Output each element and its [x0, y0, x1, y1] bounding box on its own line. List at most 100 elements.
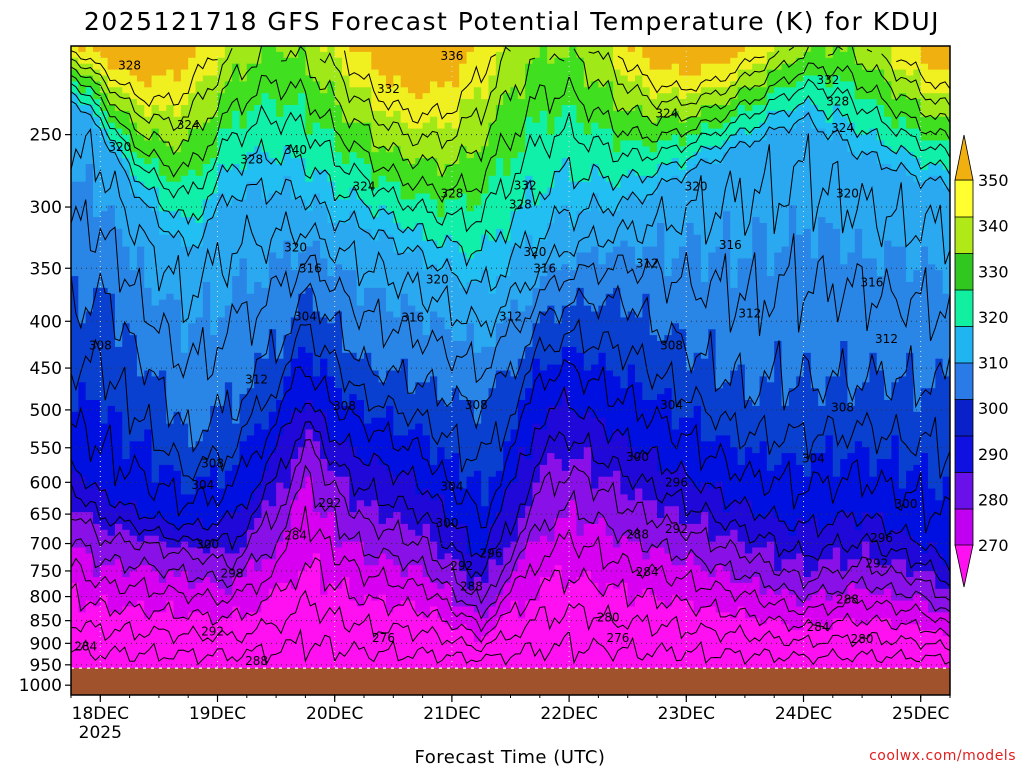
- color-cell: [752, 518, 761, 549]
- color-cell: [525, 234, 534, 307]
- color-cell: [605, 181, 614, 212]
- color-cell: [766, 128, 775, 277]
- color-cell: [766, 69, 775, 94]
- color-cell: [715, 164, 724, 248]
- color-cell: [437, 217, 446, 248]
- contour-label: 308: [660, 338, 683, 352]
- color-cell: [122, 506, 131, 531]
- color-cell: [232, 46, 241, 65]
- color-cell: [854, 559, 863, 590]
- color-cell: [385, 470, 394, 519]
- color-cell: [224, 512, 233, 554]
- color-cell: [818, 128, 827, 218]
- color-cell: [620, 46, 629, 77]
- color-cell: [554, 46, 563, 59]
- color-cell: [627, 246, 636, 313]
- color-cell: [312, 169, 321, 195]
- color-cell: [796, 57, 805, 82]
- color-cell: [217, 57, 226, 94]
- color-cell: [283, 57, 292, 106]
- color-cell: [832, 228, 841, 377]
- color-cell: [854, 134, 863, 159]
- color-cell: [810, 75, 819, 106]
- contour-line-274: [71, 589, 950, 653]
- color-cell: [671, 134, 680, 159]
- color-cell: [342, 441, 350, 478]
- color-cell: [583, 305, 592, 372]
- color-cell: [451, 199, 460, 242]
- color-cell: [561, 105, 570, 159]
- color-cell: [583, 181, 592, 212]
- color-cell: [869, 152, 878, 259]
- color-cell: [664, 140, 673, 165]
- color-cell: [517, 311, 526, 360]
- color-cell: [188, 246, 197, 324]
- color-cell: [744, 110, 753, 136]
- color-cell: [810, 571, 819, 596]
- color-cell: [466, 400, 475, 478]
- color-cell: [722, 435, 731, 513]
- color-cell: [920, 453, 929, 554]
- color-cell: [715, 535, 724, 566]
- color-cell: [898, 600, 907, 625]
- color-cell: [92, 69, 101, 82]
- color-cell: [759, 518, 768, 549]
- color-cell: [78, 110, 87, 183]
- color-cell: [832, 46, 841, 77]
- color-cell: [459, 606, 468, 625]
- color-cell: [180, 352, 189, 425]
- color-cell: [122, 69, 131, 94]
- colorbar-label: 290: [978, 445, 1009, 464]
- colorbar-label: 350: [978, 171, 1009, 190]
- color-cell: [407, 252, 416, 307]
- color-cell: [752, 618, 761, 695]
- color-cell: [188, 547, 197, 590]
- color-cell: [928, 264, 936, 389]
- color-cell: [349, 51, 358, 88]
- color-cell: [642, 57, 651, 88]
- color-cell: [854, 158, 863, 230]
- color-cell: [136, 158, 145, 183]
- color-cell: [78, 476, 87, 513]
- color-cell: [598, 305, 607, 354]
- color-cell: [627, 81, 636, 112]
- color-cell: [195, 518, 204, 549]
- color-cell: [246, 63, 255, 112]
- color-cell: [525, 305, 534, 348]
- color-cell: [312, 46, 321, 82]
- color-cell: [517, 246, 526, 313]
- color-cell: [642, 116, 651, 147]
- colorbar-segment: [954, 252, 974, 291]
- color-cell: [869, 128, 878, 153]
- color-cell: [510, 158, 519, 212]
- color-cell: [283, 146, 292, 177]
- color-cell: [210, 624, 219, 695]
- color-cell: [495, 105, 504, 159]
- color-cell: [239, 169, 248, 200]
- color-cell: [686, 370, 695, 419]
- color-cell: [539, 535, 548, 578]
- color-cell: [400, 358, 409, 436]
- color-cell: [906, 128, 914, 153]
- color-cell: [730, 116, 739, 136]
- color-cell: [246, 529, 255, 560]
- grid-lines: [71, 46, 950, 695]
- color-cell: [261, 152, 270, 200]
- color-cell: [122, 529, 131, 578]
- color-cell: [803, 75, 812, 100]
- color-cell: [107, 205, 116, 295]
- color-cell: [591, 122, 599, 165]
- color-cell: [803, 476, 812, 525]
- color-cell: [613, 187, 621, 212]
- contour-label: 308: [465, 398, 488, 412]
- color-cell: [166, 105, 175, 147]
- color-cell: [825, 140, 834, 224]
- color-cell: [686, 169, 695, 224]
- color-cell: [862, 447, 871, 513]
- color-cell: [818, 110, 827, 130]
- color-cell: [327, 470, 336, 513]
- color-cell: [708, 252, 717, 330]
- color-cell: [708, 128, 717, 147]
- color-cell: [635, 541, 643, 596]
- color-cell: [276, 51, 285, 118]
